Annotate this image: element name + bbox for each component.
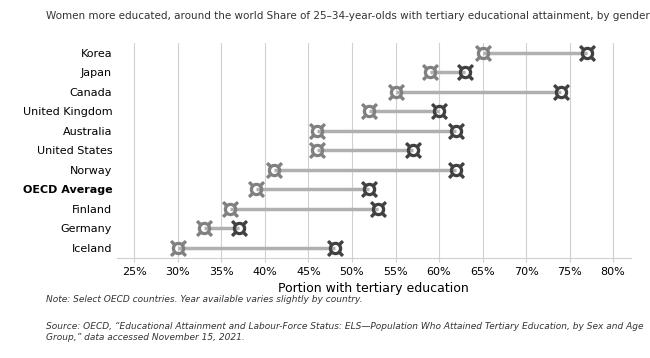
X-axis label: Portion with tertiary education: Portion with tertiary education bbox=[278, 282, 469, 295]
Text: Note: Select OECD countries. Year available varies slightly by country.: Note: Select OECD countries. Year availa… bbox=[46, 295, 362, 304]
Text: Source: OECD, “Educational Attainment and Labour-Force Status: ELS—Population Wh: Source: OECD, “Educational Attainment an… bbox=[46, 322, 643, 342]
Text: Women more educated, around the world Share of 25–34-year-olds with tertiary edu: Women more educated, around the world Sh… bbox=[46, 11, 649, 21]
